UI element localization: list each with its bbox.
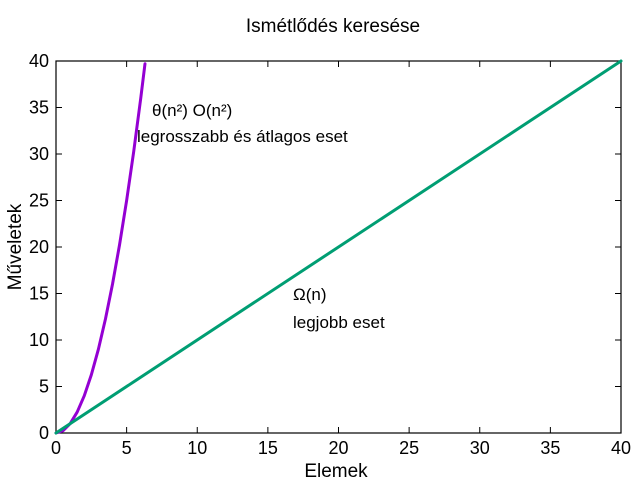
annotation-linear-line2: legjobb eset xyxy=(293,313,385,332)
x-tick-label: 15 xyxy=(258,438,278,458)
series-line-quadratic xyxy=(54,62,147,435)
x-tick-label: 20 xyxy=(328,438,348,458)
y-axis-label: Műveletek xyxy=(5,203,26,290)
annotation-quadratic-line1: θ(n²) O(n²) xyxy=(152,101,232,120)
annotation-quadratic-line2: legrosszabb és átlagos eset xyxy=(137,127,348,146)
y-tick-label: 30 xyxy=(29,144,49,164)
y-tick-label: 0 xyxy=(39,423,49,443)
chart-title: Ismétlődés keresése xyxy=(246,16,420,37)
y-tick-label: 40 xyxy=(29,51,49,71)
y-tick-label: 15 xyxy=(29,284,49,304)
x-tick-label: 25 xyxy=(399,438,419,458)
x-tick-label: 10 xyxy=(187,438,207,458)
y-tick-label: 5 xyxy=(39,377,49,397)
y-tick-label: 20 xyxy=(29,237,49,257)
x-tick-label: 40 xyxy=(611,438,631,458)
annotation-linear: Ω(n) legjobb eset xyxy=(293,285,385,332)
x-axis-label: Elemek xyxy=(304,461,368,480)
x-tick-label: 0 xyxy=(51,438,61,458)
x-axis: 0 5 10 15 20 25 30 35 40 xyxy=(51,61,631,458)
series-layer xyxy=(54,59,623,435)
x-tick-label: 5 xyxy=(122,438,132,458)
x-tick-label: 35 xyxy=(540,438,560,458)
y-tick-label: 10 xyxy=(29,330,49,350)
annotation-linear-line1: Ω(n) xyxy=(293,285,327,304)
y-tick-label: 25 xyxy=(29,191,49,211)
annotation-quadratic: θ(n²) O(n²) legrosszabb és átlagos eset xyxy=(137,101,348,146)
y-axis: 0 5 10 15 20 25 30 35 40 xyxy=(29,51,621,443)
x-tick-label: 30 xyxy=(470,438,490,458)
y-tick-label: 35 xyxy=(29,98,49,118)
series-line-linear xyxy=(54,59,623,435)
